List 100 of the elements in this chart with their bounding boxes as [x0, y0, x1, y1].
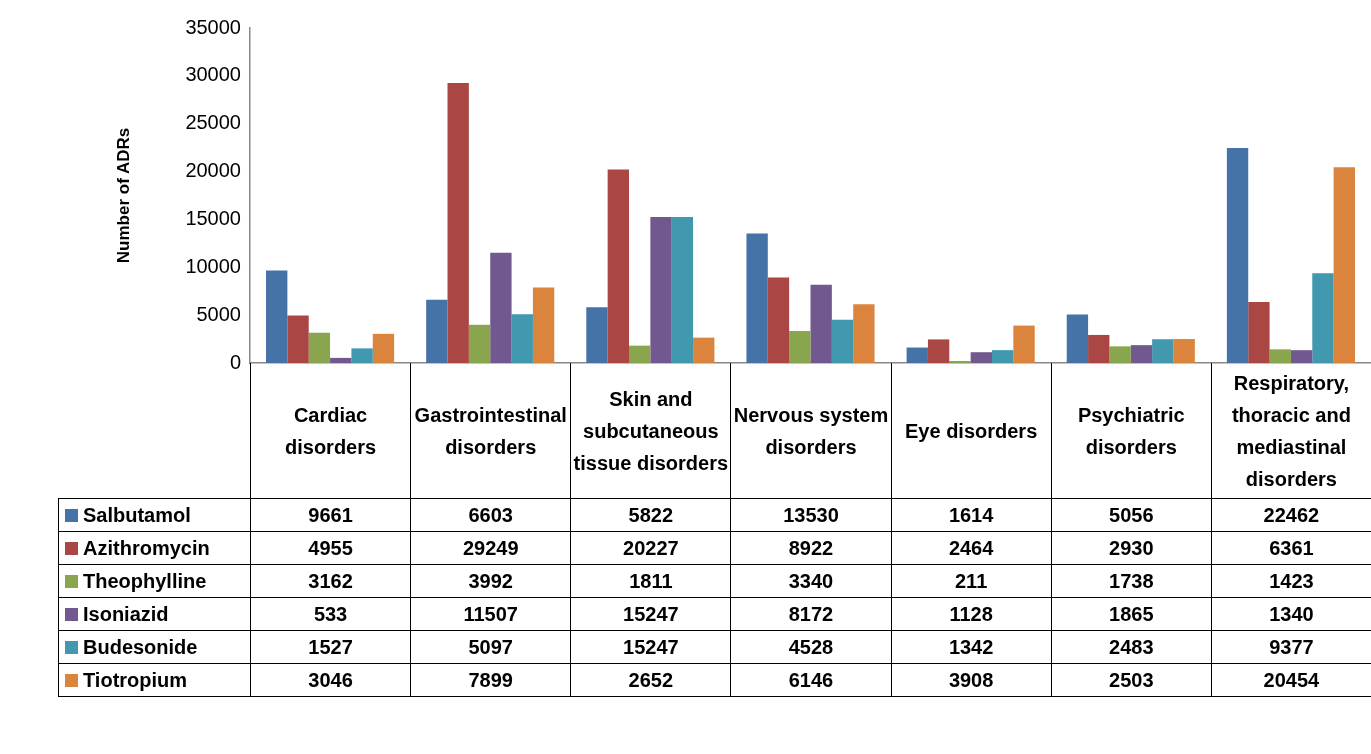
y-tick-label: 5000 — [196, 302, 241, 325]
bar — [532, 287, 555, 363]
data-label: 2503 — [1051, 663, 1212, 697]
x-tick-label: Nervous system disorders — [730, 363, 892, 499]
bar — [426, 299, 448, 363]
bar — [351, 348, 373, 363]
data-label: 2483 — [1051, 630, 1212, 664]
data-label: 6603 — [410, 498, 571, 532]
data-label: 533 — [250, 597, 411, 631]
x-tick-label: Cardiac disorders — [250, 363, 411, 499]
data-label: 5056 — [1051, 498, 1212, 532]
bar — [330, 357, 352, 363]
data-label: 1340 — [1211, 597, 1371, 631]
data-label: 20227 — [570, 531, 731, 565]
bar — [586, 307, 608, 363]
y-axis-title: Number of ADRs — [113, 127, 133, 264]
bar — [1173, 339, 1195, 363]
data-label: 15247 — [570, 597, 731, 631]
data-label: 9377 — [1211, 630, 1371, 664]
bar — [372, 333, 395, 363]
bar — [1290, 350, 1313, 363]
y-tick-label: 35000 — [185, 15, 241, 38]
legend-label: Tiotropium — [58, 663, 251, 697]
data-label: 1865 — [1051, 597, 1212, 631]
bar — [490, 252, 512, 363]
data-label: 5822 — [570, 498, 731, 532]
bar — [1152, 339, 1174, 363]
y-tick-label: 20000 — [185, 159, 241, 182]
x-tick-label: Respiratory, thoracic and mediastinal disorders — [1211, 363, 1371, 499]
bar — [949, 360, 971, 363]
bar — [810, 284, 832, 363]
x-tick-label: Skin and subcutaneous tissue disorders — [570, 363, 731, 499]
bar — [746, 233, 768, 363]
bar — [308, 332, 331, 363]
y-tick-label: 0 — [229, 350, 241, 373]
bar — [671, 217, 694, 363]
data-label: 2652 — [570, 663, 731, 697]
bar — [970, 352, 992, 363]
legend-label: Theophylline — [58, 564, 251, 598]
x-tick-label: Psychiatric disorders — [1051, 363, 1212, 499]
data-label: 11507 — [410, 597, 571, 631]
data-label: 3340 — [730, 564, 892, 598]
data-label: 1342 — [891, 630, 1052, 664]
data-label: 1423 — [1211, 564, 1371, 598]
y-tick-label: 15000 — [185, 206, 241, 229]
bar — [468, 324, 491, 363]
data-label: 1614 — [891, 498, 1052, 532]
data-label: 6361 — [1211, 531, 1371, 565]
data-label: 20454 — [1211, 663, 1371, 697]
bar — [1226, 148, 1249, 363]
data-label: 2464 — [891, 531, 1052, 565]
x-tick-label: Gastrointestinal disorders — [410, 363, 571, 499]
bar — [927, 339, 950, 363]
y-tick-label: 30000 — [185, 63, 241, 86]
bar — [831, 319, 854, 363]
legend-label: Isoniazid — [58, 597, 251, 631]
data-label: 3908 — [891, 663, 1052, 697]
data-label: 1738 — [1051, 564, 1212, 598]
data-label: 8922 — [730, 531, 892, 565]
bar — [650, 217, 672, 363]
bar — [906, 347, 928, 363]
data-label: 5097 — [410, 630, 571, 664]
data-label: 4528 — [730, 630, 892, 664]
x-tick-label: Eye disorders — [891, 363, 1052, 499]
data-label: 3992 — [410, 564, 571, 598]
data-label: 22462 — [1211, 498, 1371, 532]
data-label: 15247 — [570, 630, 731, 664]
bar — [266, 270, 288, 363]
data-label: 211 — [891, 564, 1052, 598]
bar — [992, 350, 1014, 363]
data-label: 13530 — [730, 498, 892, 532]
bar — [447, 83, 469, 363]
bar — [789, 331, 811, 363]
bar — [693, 337, 715, 363]
data-label: 9661 — [250, 498, 411, 532]
bar — [1269, 349, 1291, 363]
bar — [1066, 314, 1089, 363]
data-label: 3046 — [250, 663, 411, 697]
legend-label: Salbutamol — [58, 498, 251, 532]
bar — [1248, 302, 1270, 363]
data-label: 29249 — [410, 531, 571, 565]
y-tick-label: 10000 — [185, 254, 241, 277]
data-label: 8172 — [730, 597, 892, 631]
data-label: 1128 — [891, 597, 1052, 631]
bar — [853, 304, 875, 363]
bar — [1312, 273, 1334, 363]
data-label: 7899 — [410, 663, 571, 697]
bar — [1130, 345, 1153, 363]
data-label: 2930 — [1051, 531, 1212, 565]
bar — [1333, 167, 1355, 363]
data-label: 3162 — [250, 564, 411, 598]
bar — [511, 314, 533, 363]
bar — [287, 315, 309, 363]
bar — [1088, 334, 1110, 363]
bar — [629, 345, 651, 363]
data-label: 6146 — [730, 663, 892, 697]
bar — [767, 277, 790, 363]
y-tick-label: 25000 — [185, 111, 241, 134]
bar — [607, 169, 630, 363]
bar — [1109, 346, 1131, 363]
